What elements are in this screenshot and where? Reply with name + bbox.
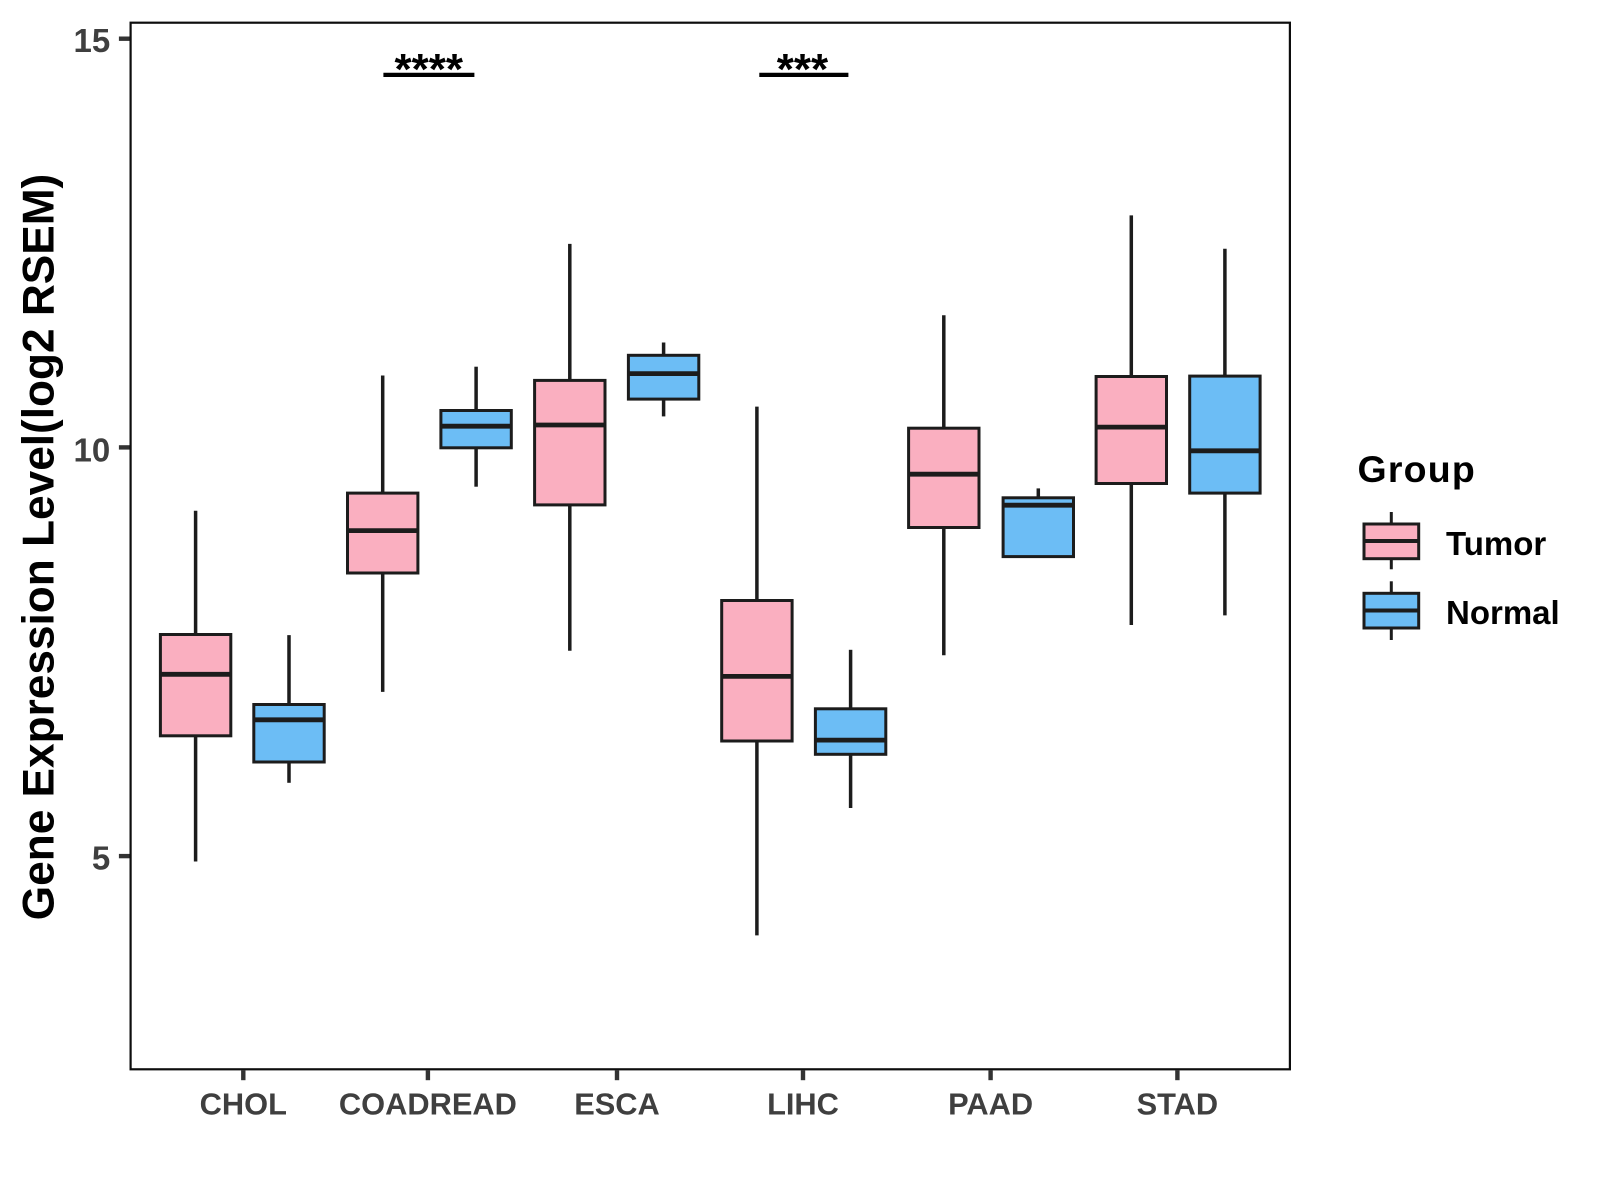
svg-text:10: 10 — [73, 432, 110, 469]
svg-text:5: 5 — [92, 840, 110, 877]
svg-text:LIHC: LIHC — [767, 1086, 839, 1121]
svg-text:Normal: Normal — [1446, 594, 1560, 631]
svg-text:Tumor: Tumor — [1446, 525, 1546, 562]
svg-text:ESCA: ESCA — [574, 1086, 660, 1121]
svg-text:Group: Group — [1358, 448, 1476, 490]
svg-text:***: *** — [777, 45, 829, 94]
svg-text:COADREAD: COADREAD — [339, 1086, 517, 1121]
svg-text:PAAD: PAAD — [948, 1086, 1033, 1121]
svg-text:****: **** — [395, 45, 464, 94]
svg-text:CHOL: CHOL — [200, 1086, 287, 1121]
svg-text:15: 15 — [73, 22, 110, 59]
svg-text:STAD: STAD — [1137, 1086, 1219, 1121]
svg-text:Gene Expression Level(log2 RSE: Gene Expression Level(log2 RSEM) — [14, 174, 63, 920]
